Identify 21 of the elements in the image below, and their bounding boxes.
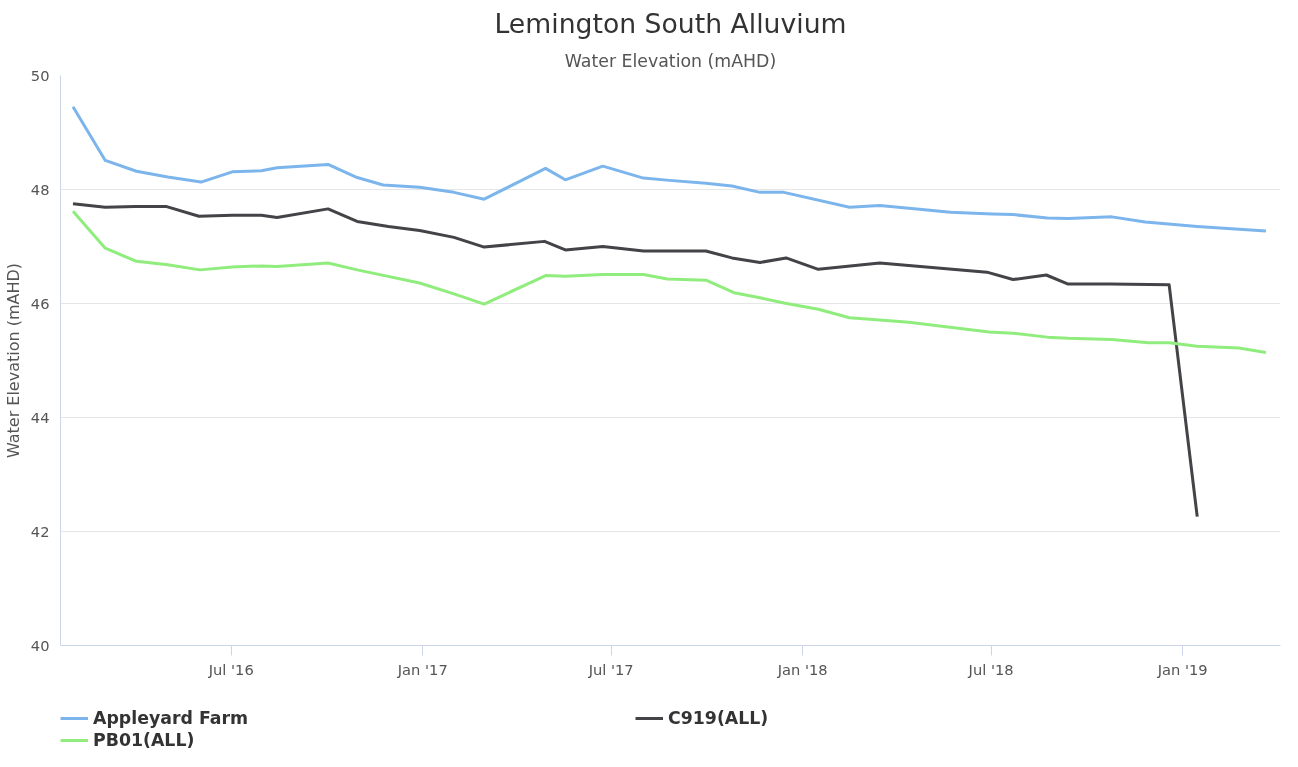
line-series <box>71 105 1268 233</box>
y-axis-title: Water Elevation (mAHD) <box>3 262 23 459</box>
legend-label: PB01(ALL) <box>93 730 196 750</box>
x-tick-label: Jan '19 <box>1156 660 1208 678</box>
y-tick-label: 44 <box>30 408 50 426</box>
y-tick-label: 46 <box>30 294 50 312</box>
y-tick-label: 40 <box>30 636 50 654</box>
x-tick-label: Jan '18 <box>776 660 828 678</box>
legend-label: C919(ALL) <box>668 708 770 728</box>
line-series <box>71 209 1268 355</box>
y-tick-label: 42 <box>30 522 50 540</box>
y-tick-label: 50 <box>30 66 50 84</box>
x-tick-label: Jul '17 <box>587 660 634 678</box>
y-tick-label: 48 <box>30 180 50 198</box>
legend-label: Appleyard Farm <box>93 708 249 728</box>
chart-title: Lemington South Alluvium <box>494 7 847 39</box>
x-tick-label: Jul '16 <box>207 660 254 678</box>
x-tick-label: Jul '18 <box>967 660 1014 678</box>
x-tick-label: Jan '17 <box>396 660 448 678</box>
chart-subtitle: Water Elevation (mAHD) <box>564 50 777 71</box>
line-series <box>71 202 1199 519</box>
